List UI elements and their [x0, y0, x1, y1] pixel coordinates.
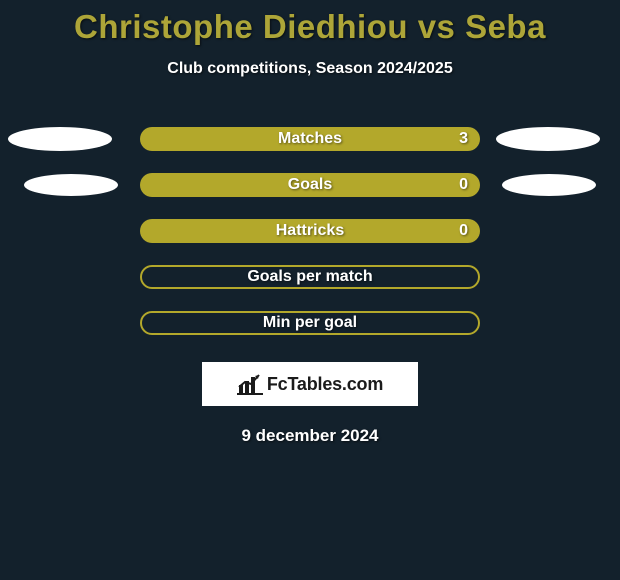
stat-row-mpg: Min per goal — [0, 300, 620, 346]
stat-value: 3 — [459, 130, 468, 148]
stat-value: 0 — [459, 222, 468, 240]
stat-label: Min per goal — [263, 314, 357, 332]
stat-row-matches: Matches 3 — [0, 116, 620, 162]
stat-value: 0 — [459, 176, 468, 194]
stat-bar: Goals per match — [140, 265, 480, 289]
brand-badge: FcTables.com — [202, 362, 418, 406]
comparison-card: Christophe Diedhiou vs Seba Club competi… — [0, 0, 620, 580]
stat-bar: Matches 3 — [140, 127, 480, 151]
stat-label: Goals per match — [247, 268, 372, 286]
stat-row-hattricks: Hattricks 0 — [0, 208, 620, 254]
player-left-oval — [24, 174, 118, 196]
stat-label: Hattricks — [276, 222, 344, 240]
stat-rows: Matches 3 Goals 0 Hattricks 0 Goals per … — [0, 116, 620, 346]
brand-text: FcTables.com — [267, 374, 383, 395]
player-right-oval — [496, 127, 600, 151]
page-title: Christophe Diedhiou vs Seba — [0, 0, 620, 46]
stat-bar: Min per goal — [140, 311, 480, 335]
stat-label: Goals — [288, 176, 332, 194]
player-left-oval — [8, 127, 112, 151]
stat-row-gpm: Goals per match — [0, 254, 620, 300]
stat-label: Matches — [278, 130, 342, 148]
stat-bar: Hattricks 0 — [140, 219, 480, 243]
page-subtitle: Club competitions, Season 2024/2025 — [0, 60, 620, 78]
stat-row-goals: Goals 0 — [0, 162, 620, 208]
date-text: 9 december 2024 — [0, 426, 620, 446]
chart-icon — [237, 373, 263, 395]
player-right-oval — [502, 174, 596, 196]
stat-bar: Goals 0 — [140, 173, 480, 197]
